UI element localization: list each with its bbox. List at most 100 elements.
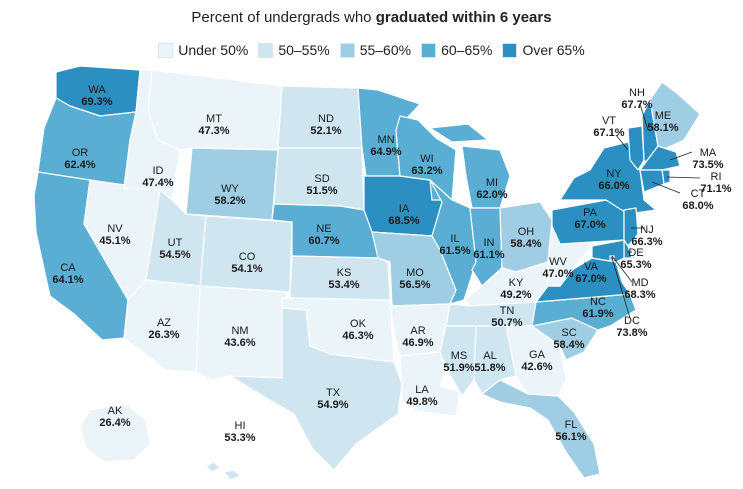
state-value: 61.1% — [473, 249, 504, 261]
state-value: 52.1% — [310, 125, 341, 137]
state-abbr: PA — [583, 207, 598, 219]
state-abbr: IN — [484, 237, 495, 249]
state-value: 26.4% — [99, 417, 130, 429]
state-value: 54.9% — [317, 399, 348, 411]
state-fl — [481, 379, 601, 479]
title-bold: graduated within 6 years — [375, 9, 552, 26]
state-value: 64.1% — [52, 274, 83, 286]
state-label-in: IN 61.1% — [473, 237, 504, 261]
state-label-dc: DC 73.8% — [616, 315, 647, 339]
state-value: 68.5% — [388, 215, 419, 227]
state-abbr: DE — [628, 247, 643, 259]
state-abbr: FL — [565, 419, 578, 431]
state-abbr: KY — [509, 277, 524, 289]
state-value: 68.0% — [682, 200, 713, 212]
state-abbr: GA — [529, 349, 546, 361]
state-label-ne: NE 60.7% — [308, 223, 339, 247]
state-label-ar: AR 46.9% — [402, 325, 433, 349]
state-label-sd: SD 51.5% — [306, 173, 337, 197]
state-value: 61.9% — [582, 308, 613, 320]
state-hi — [205, 461, 241, 481]
state-mt — [147, 69, 283, 151]
state-label-mi: MI 62.0% — [476, 177, 507, 201]
state-value: 62.0% — [476, 189, 507, 201]
state-label-al: AL 51.8% — [474, 350, 505, 374]
state-label-va: VA 67.0% — [575, 261, 606, 285]
state-abbr: SC — [561, 327, 576, 339]
title-prefix: Percent of undergrads who — [191, 9, 376, 26]
state-value: 58.4% — [510, 238, 541, 250]
state-label-nh: NH 67.7% — [621, 87, 652, 111]
state-label-ia: IA 68.5% — [388, 203, 419, 227]
state-value: 58.1% — [647, 122, 678, 134]
state-abbr: AK — [108, 405, 123, 417]
state-label-nm: NM 43.6% — [224, 325, 255, 349]
state-value: 53.4% — [328, 279, 359, 291]
state-value: 67.0% — [574, 219, 605, 231]
leader-line-md — [611, 255, 633, 283]
state-abbr: TX — [326, 387, 341, 399]
state-value: 51.8% — [474, 362, 505, 374]
state-abbr: OK — [350, 318, 367, 330]
state-value: 47.4% — [142, 177, 173, 189]
state-abbr: IA — [399, 203, 410, 215]
state-value: 43.6% — [224, 337, 255, 349]
state-abbr: MD — [631, 277, 648, 289]
state-tx — [229, 307, 403, 471]
state-label-ms: MS 51.9% — [443, 350, 474, 374]
state-label-nj: NJ 66.3% — [631, 224, 662, 248]
state-label-il: IL 61.5% — [439, 233, 470, 257]
state-value: 47.0% — [542, 268, 573, 280]
state-value: 71.1% — [700, 183, 731, 195]
state-value: 68.3% — [624, 289, 655, 301]
state-label-wv: WV 47.0% — [542, 256, 573, 280]
state-label-ct: CT 68.0% — [682, 188, 713, 212]
state-label-ma: MA 73.5% — [692, 147, 723, 171]
state-abbr: NM — [231, 325, 248, 337]
state-label-ks: KS 53.4% — [328, 267, 359, 291]
state-abbr: MN — [377, 134, 394, 146]
state-abbr: MA — [700, 147, 717, 159]
state-abbr: TN — [500, 305, 515, 317]
leader-line-ct — [651, 181, 681, 194]
state-value: 26.3% — [148, 329, 179, 341]
state-abbr: HI — [235, 420, 246, 432]
state-abbr: ME — [655, 110, 672, 122]
state-label-co: CO 54.1% — [231, 251, 262, 275]
state-abbr: CA — [60, 262, 76, 274]
legend-label: 55–60% — [359, 42, 412, 58]
state-abbr: CT — [691, 188, 706, 200]
state-label-mo: MO 56.5% — [399, 267, 430, 291]
state-value: 64.9% — [370, 146, 401, 158]
state-value: 47.3% — [198, 125, 229, 137]
state-abbr: MO — [406, 267, 424, 279]
state-value: 56.1% — [555, 431, 586, 443]
state-abbr: WI — [420, 153, 433, 165]
legend-label: Under 50% — [178, 42, 249, 58]
state-label-fl: FL 56.1% — [555, 419, 586, 443]
state-value: 66.3% — [631, 236, 662, 248]
state-label-nc: NC 61.9% — [582, 296, 613, 320]
state-md — [591, 239, 625, 263]
state-label-wi: WI 63.2% — [411, 153, 442, 177]
state-label-ri: RI 71.1% — [700, 171, 731, 195]
state-value: 69.3% — [81, 96, 112, 108]
legend-swatch — [158, 42, 174, 58]
state-label-wa: WA 69.3% — [81, 84, 112, 108]
state-value: 54.5% — [159, 249, 190, 261]
state-label-me: ME 58.1% — [647, 110, 678, 134]
state-label-nd: ND 52.1% — [310, 113, 341, 137]
state-abbr: AR — [410, 325, 425, 337]
state-label-pa: PA 67.0% — [574, 207, 605, 231]
map-title: Percent of undergrads who graduated with… — [0, 9, 743, 26]
state-value: 61.5% — [439, 245, 470, 257]
state-label-sc: SC 58.4% — [553, 327, 584, 351]
state-value: 50.7% — [491, 317, 522, 329]
legend-label: Over 65% — [522, 42, 585, 58]
state-value: 56.5% — [399, 279, 430, 291]
state-label-or: OR 62.4% — [64, 147, 95, 171]
leader-line-ma — [669, 151, 693, 161]
state-value: 67.7% — [621, 99, 652, 111]
state-label-mn: MN 64.9% — [370, 134, 401, 158]
state-ks — [289, 255, 391, 301]
